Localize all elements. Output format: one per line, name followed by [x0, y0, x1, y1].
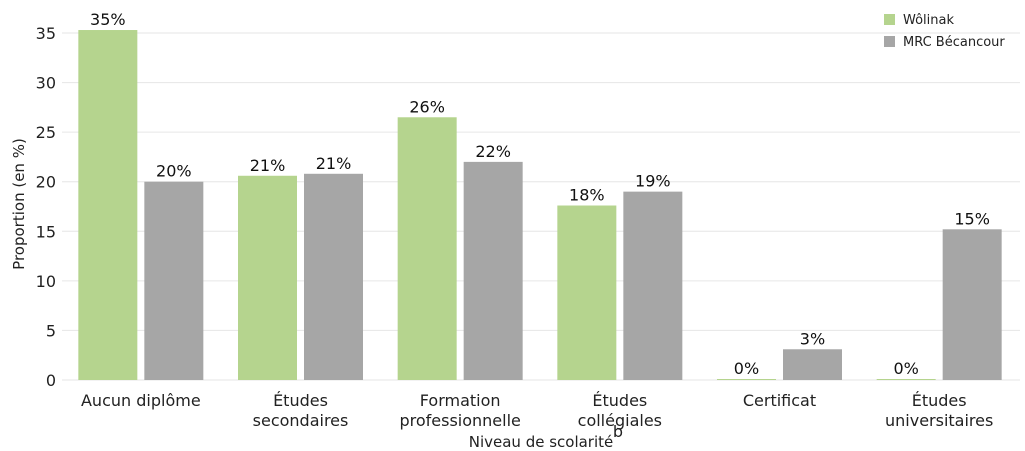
- x-category-label: Aucun diplôme: [81, 391, 201, 410]
- data-label: 22%: [475, 142, 511, 161]
- bar-mrc-becancour: [623, 191, 683, 380]
- bar-wolinak: [78, 30, 138, 380]
- data-label: 3%: [800, 329, 825, 348]
- legend: Wôlinak MRC Bécancour: [884, 13, 1005, 50]
- bar-mrc-becancour: [463, 161, 523, 380]
- y-tick-label: 30: [36, 74, 56, 93]
- data-label: 26%: [409, 97, 445, 116]
- value-labels: 35% 20% 21% 21% 26% 22% 18% 19% 0% 3% 0% 15%: [90, 10, 990, 378]
- x-axis-categories: Aucun diplôme Études secondaires Formation p…: [81, 391, 993, 430]
- bar-mrc-becancour: [783, 349, 842, 380]
- legend-swatch-mrc-becancour: [884, 36, 895, 47]
- x-category-label: Études secondaires: [253, 391, 349, 430]
- stray-letter: b: [613, 422, 623, 441]
- gridlines: [62, 32, 1020, 381]
- data-label: 35%: [90, 10, 126, 29]
- bar-mrc-becancour: [942, 229, 1002, 380]
- y-axis-ticks: 0 5 10 15 20 25 30 35: [36, 24, 56, 390]
- bar-wolinak: [397, 117, 457, 381]
- y-tick-label: 35: [36, 24, 56, 43]
- y-tick-label: 20: [36, 173, 56, 192]
- x-category-label: Certificat: [743, 391, 816, 410]
- legend-label-mrc-becancour: MRC Bécancour: [903, 35, 1005, 50]
- x-category-label: Formation professionnelle: [399, 391, 520, 430]
- x-category-label: Études universitaires: [885, 391, 993, 430]
- data-label: 20%: [156, 162, 192, 181]
- y-tick-label: 0: [46, 371, 56, 390]
- y-axis-title: Proportion (en %): [10, 138, 28, 270]
- bar-mrc-becancour: [144, 181, 204, 380]
- data-label: 18%: [569, 186, 605, 205]
- data-label: 19%: [635, 172, 671, 191]
- bar-wolinak: [238, 175, 297, 380]
- bar-wolinak: [717, 379, 776, 380]
- bar-mrc-becancour: [304, 173, 363, 380]
- data-label: 21%: [250, 156, 286, 175]
- data-label: 0%: [734, 359, 759, 378]
- bar-wolinak: [876, 379, 936, 380]
- y-tick-label: 10: [36, 272, 56, 291]
- bars: [78, 30, 1002, 381]
- y-tick-label: 5: [46, 321, 56, 340]
- x-category-label: Études collégiales: [578, 391, 662, 430]
- data-label: 15%: [954, 209, 990, 228]
- bar-wolinak: [557, 205, 617, 380]
- y-tick-label: 15: [36, 222, 56, 241]
- y-tick-label: 25: [36, 123, 56, 142]
- legend-swatch-wolinak: [884, 14, 895, 25]
- data-label: 21%: [316, 154, 352, 173]
- data-label: 0%: [893, 359, 918, 378]
- legend-label-wolinak: Wôlinak: [903, 13, 954, 28]
- x-axis-title: Niveau de scolarité: [469, 433, 614, 451]
